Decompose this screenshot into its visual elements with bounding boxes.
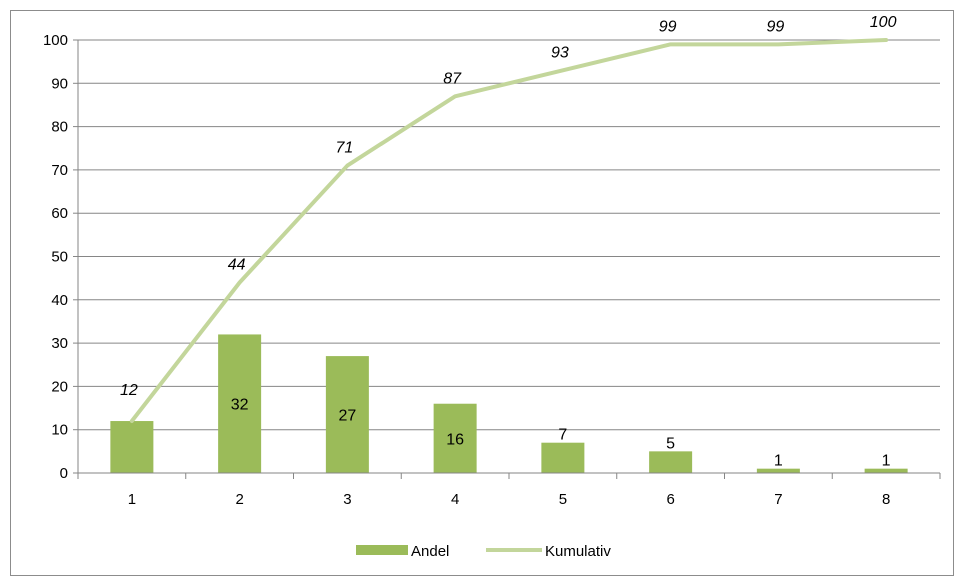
bar-value-label-5: 7 (558, 427, 567, 444)
cumulative-value-label-8: 100 (870, 14, 897, 31)
x-tick-label-3: 3 (343, 491, 351, 508)
bar-value-label-3: 27 (338, 408, 356, 425)
legend-label-andel: Andel (411, 543, 449, 560)
cumulative-value-label-2: 44 (228, 256, 246, 273)
bar-value-label-6: 5 (666, 435, 675, 452)
bar-value-label-4: 16 (446, 431, 464, 448)
x-tick-label-6: 6 (666, 491, 674, 508)
y-tick-label-90: 90 (51, 75, 68, 92)
y-tick-label-70: 70 (51, 162, 68, 179)
bar-series-andel (110, 334, 908, 473)
data-labels: 32 27 16 7 5 1 1 12 44 71 87 93 99 99 100 (120, 14, 897, 470)
bar-4 (433, 403, 477, 473)
bar-value-label-8: 1 (882, 453, 891, 470)
bar-3 (325, 356, 369, 473)
bar-5 (541, 442, 585, 473)
x-tick-label-7: 7 (774, 491, 782, 508)
x-tick-label-5: 5 (559, 491, 567, 508)
cumulative-value-label-6: 99 (659, 18, 677, 35)
bar-6 (649, 451, 693, 473)
cumulative-value-label-5: 93 (551, 44, 569, 61)
bar-7 (756, 468, 800, 473)
chart-frame (10, 10, 954, 576)
bar-value-label-7: 1 (774, 453, 783, 470)
y-tick-label-100: 100 (43, 32, 68, 49)
y-tick-label-10: 10 (51, 422, 68, 439)
y-tick-label-30: 30 (51, 335, 68, 352)
x-tick-label-1: 1 (128, 491, 136, 508)
line-series-kumulativ (129, 38, 889, 424)
gridlines (78, 39, 940, 431)
cumulative-line (129, 38, 889, 424)
y-tick-label-60: 60 (51, 205, 68, 222)
bar-1 (110, 421, 154, 473)
cumulative-value-label-3: 71 (335, 140, 353, 157)
y-tick-label-80: 80 (51, 119, 68, 136)
legend-swatch-andel (356, 545, 408, 555)
y-tick-label-50: 50 (51, 249, 68, 266)
x-tick-label-4: 4 (451, 491, 459, 508)
cumulative-value-label-4: 87 (443, 70, 462, 87)
x-tick-label-2: 2 (235, 491, 243, 508)
y-tick-label-20: 20 (51, 378, 68, 395)
bar-value-label-2: 32 (231, 397, 249, 414)
y-tick-label-0: 0 (60, 465, 68, 482)
x-tick-label-8: 8 (882, 491, 890, 508)
legend: Andel Kumulativ (356, 543, 611, 560)
cumulative-value-label-7: 99 (766, 18, 784, 35)
cumulative-value-label-1: 12 (120, 382, 138, 399)
bar-2 (218, 334, 262, 473)
bar-8 (864, 468, 908, 473)
legend-label-kumulativ: Kumulativ (545, 543, 611, 560)
y-tick-label-40: 40 (51, 292, 68, 309)
